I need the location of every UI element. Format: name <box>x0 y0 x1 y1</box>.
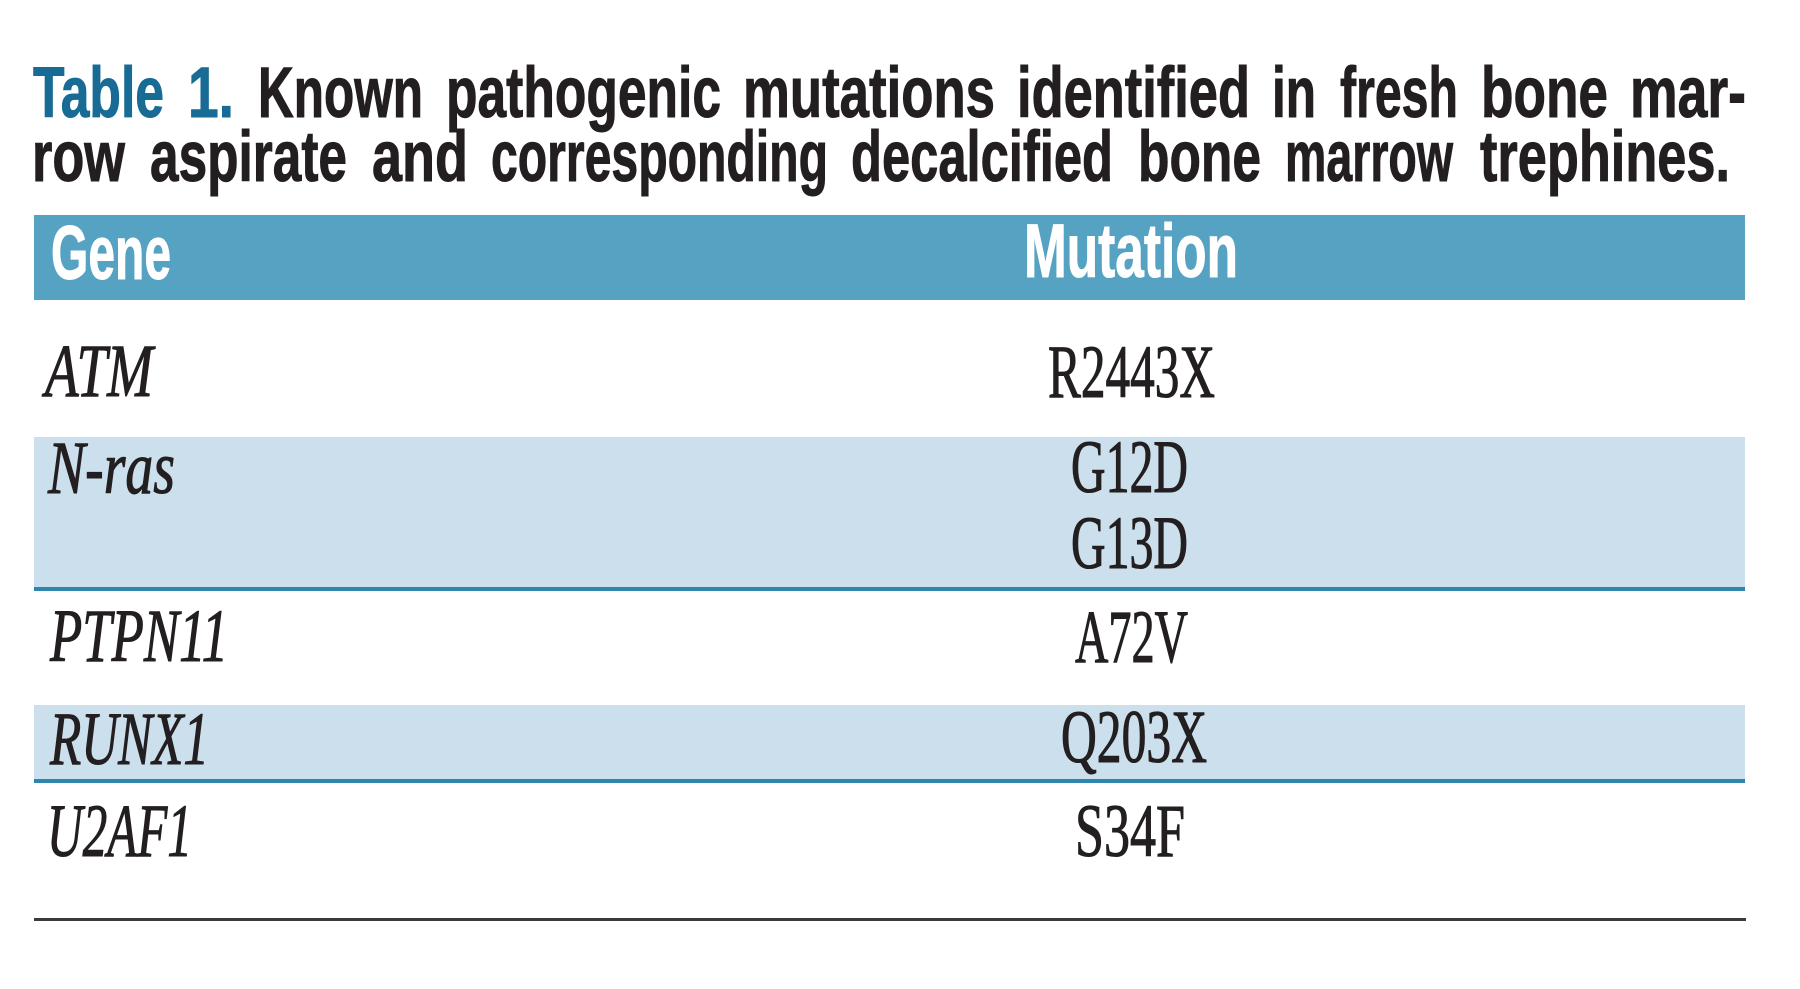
svg-text:S34F: S34F <box>1075 790 1185 873</box>
svg-text:row: row <box>32 118 126 197</box>
svg-text:identified: identified <box>1017 54 1250 133</box>
svg-text:1.: 1. <box>188 54 234 133</box>
svg-text:mar-: mar- <box>1630 54 1746 133</box>
svg-text:ATM: ATM <box>41 330 155 413</box>
svg-text:bone: bone <box>1138 118 1261 197</box>
svg-text:PTPN11: PTPN11 <box>49 595 228 678</box>
svg-text:N-ras: N-ras <box>47 427 175 510</box>
svg-text:decalcified: decalcified <box>851 118 1113 197</box>
svg-text:Gene: Gene <box>51 211 171 296</box>
svg-text:A72V: A72V <box>1075 596 1188 679</box>
svg-text:G12D: G12D <box>1071 426 1188 509</box>
svg-text:fresh: fresh <box>1340 54 1458 133</box>
svg-text:in: in <box>1272 54 1316 133</box>
svg-text:bone: bone <box>1481 54 1608 133</box>
svg-text:Q203X: Q203X <box>1061 696 1207 779</box>
svg-text:pathogenic: pathogenic <box>446 54 721 133</box>
svg-text:aspirate: aspirate <box>150 118 347 197</box>
svg-text:marrow: marrow <box>1285 118 1453 197</box>
svg-text:Known: Known <box>258 54 423 133</box>
svg-text:U2AF1: U2AF1 <box>47 790 192 873</box>
svg-text:RUNX1: RUNX1 <box>49 698 209 781</box>
svg-text:trephines.: trephines. <box>1480 118 1730 197</box>
svg-text:and: and <box>372 118 468 197</box>
svg-text:G13D: G13D <box>1071 502 1188 585</box>
svg-text:Table: Table <box>33 54 164 133</box>
svg-text:corresponding: corresponding <box>491 118 828 197</box>
svg-text:mutations: mutations <box>743 54 995 133</box>
svg-text:Mutation: Mutation <box>1024 209 1238 294</box>
svg-text:R2443X: R2443X <box>1048 331 1215 414</box>
